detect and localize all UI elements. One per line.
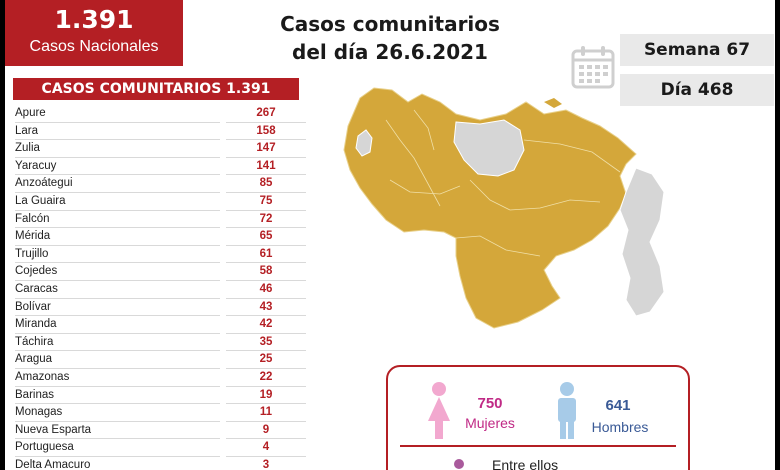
state-cases: 158	[226, 123, 306, 141]
state-cases: 22	[226, 369, 306, 387]
female-label: Mujeres	[465, 415, 515, 431]
male-count: 641	[605, 397, 631, 414]
map-region-no-cases-center	[453, 119, 525, 177]
national-total-box: 1.391 Casos Nacionales	[5, 0, 183, 66]
state-cases: 141	[226, 158, 306, 176]
state-cases: 61	[226, 246, 306, 264]
table-row: Caracas 46	[13, 281, 306, 299]
national-total-label: Casos Nacionales	[29, 38, 159, 55]
state-name: La Guaira	[15, 193, 220, 211]
state-name: Bolívar	[15, 299, 220, 317]
table-row: Zulia 147	[13, 140, 306, 158]
table-row: Bolívar 43	[13, 299, 306, 317]
male-icon	[558, 382, 576, 439]
table-row: Lara 158	[13, 123, 306, 141]
state-cases: 147	[226, 140, 306, 158]
table-row: Trujillo 61	[13, 246, 306, 264]
state-cases: 58	[226, 263, 306, 281]
state-name: Anzoátegui	[15, 175, 220, 193]
state-cases: 11	[226, 404, 306, 422]
state-cases: 4	[226, 439, 306, 457]
state-name: Barinas	[15, 387, 220, 405]
table-row: Delta Amacuro 3	[13, 457, 303, 470]
state-cases: 35	[226, 334, 306, 352]
state-cases: 267	[226, 105, 306, 123]
map-region-no-cases-east	[619, 167, 665, 317]
bullet-dot	[454, 459, 464, 469]
state-cases: 3	[226, 457, 306, 470]
state-name: Delta Amacuro	[15, 457, 220, 470]
table-row: Cojedes 58	[13, 263, 306, 281]
state-cases: 75	[226, 193, 306, 211]
table-row: Mérida 65	[13, 228, 306, 246]
state-name: Zulia	[15, 140, 220, 158]
state-name: Amazonas	[15, 369, 220, 387]
divider	[400, 445, 676, 447]
table-row: Portuguesa 4	[13, 439, 306, 457]
state-name: Falcón	[15, 211, 220, 229]
state-name: Aragua	[15, 351, 220, 369]
state-cases: 9	[226, 422, 306, 440]
state-cases: 43	[226, 299, 306, 317]
page-title: Casos comunitarios del día 26.6.2021	[245, 10, 535, 66]
table-row: Yaracuy 141	[13, 158, 306, 176]
map-island	[544, 98, 562, 108]
gender-breakdown: 750 Mujeres 641 Hombres Entre ellos	[386, 365, 690, 470]
state-cases: 65	[226, 228, 306, 246]
state-cases: 72	[226, 211, 306, 229]
gender-note: Entre ellos	[492, 457, 559, 470]
venezuela-map	[343, 87, 665, 329]
national-total-number: 1.391	[54, 5, 134, 34]
state-name: Táchira	[15, 334, 220, 352]
female-icon	[428, 382, 450, 439]
map-lake	[355, 129, 373, 157]
female-count: 750	[477, 395, 503, 412]
state-cases: 46	[226, 281, 306, 299]
state-cases: 25	[226, 351, 306, 369]
table-row: Barinas 19	[13, 387, 306, 405]
table-row: Apure 267	[13, 105, 306, 123]
state-name: Nueva Esparta	[15, 422, 220, 440]
state-name: Portuguesa	[15, 439, 220, 457]
table-row: Nueva Esparta 9	[13, 422, 306, 440]
table-row: Falcón 72	[13, 211, 306, 229]
state-name: Cojedes	[15, 263, 220, 281]
title-line-1: Casos comunitarios	[280, 12, 500, 36]
calendar-icon	[571, 46, 615, 89]
state-name: Lara	[15, 123, 220, 141]
state-cases: 42	[226, 316, 306, 334]
cases-table: Apure 267 Lara 158 Zulia 147 Yaracuy 141 Anzoáte…	[13, 105, 306, 470]
week-indicator: Semana 67	[620, 34, 774, 66]
state-name: Trujillo	[15, 246, 220, 264]
map-region-with-cases	[343, 87, 637, 329]
table-row: Monagas 11	[13, 404, 306, 422]
state-name: Monagas	[15, 404, 220, 422]
table-row: Miranda 42	[13, 316, 306, 334]
state-cases: 19	[226, 387, 306, 405]
state-name: Mérida	[15, 228, 220, 246]
table-row: Anzoátegui 85	[13, 175, 306, 193]
table-row: Aragua 25	[13, 351, 306, 369]
state-name: Yaracuy	[15, 158, 220, 176]
table-row: Amazonas 22	[13, 369, 306, 387]
day-indicator: Día 468	[620, 74, 774, 106]
table-header: CASOS COMUNITARIOS 1.391	[13, 78, 299, 100]
title-line-2: del día 26.6.2021	[292, 40, 488, 64]
state-name: Caracas	[15, 281, 220, 299]
table-row: Táchira 35	[13, 334, 306, 352]
state-name: Miranda	[15, 316, 220, 334]
table-row: La Guaira 75	[13, 193, 306, 211]
male-label: Hombres	[591, 419, 649, 435]
infographic: 1.391 Casos Nacionales Casos comunitario…	[5, 0, 775, 470]
state-name: Apure	[15, 105, 220, 123]
state-cases: 85	[226, 175, 306, 193]
